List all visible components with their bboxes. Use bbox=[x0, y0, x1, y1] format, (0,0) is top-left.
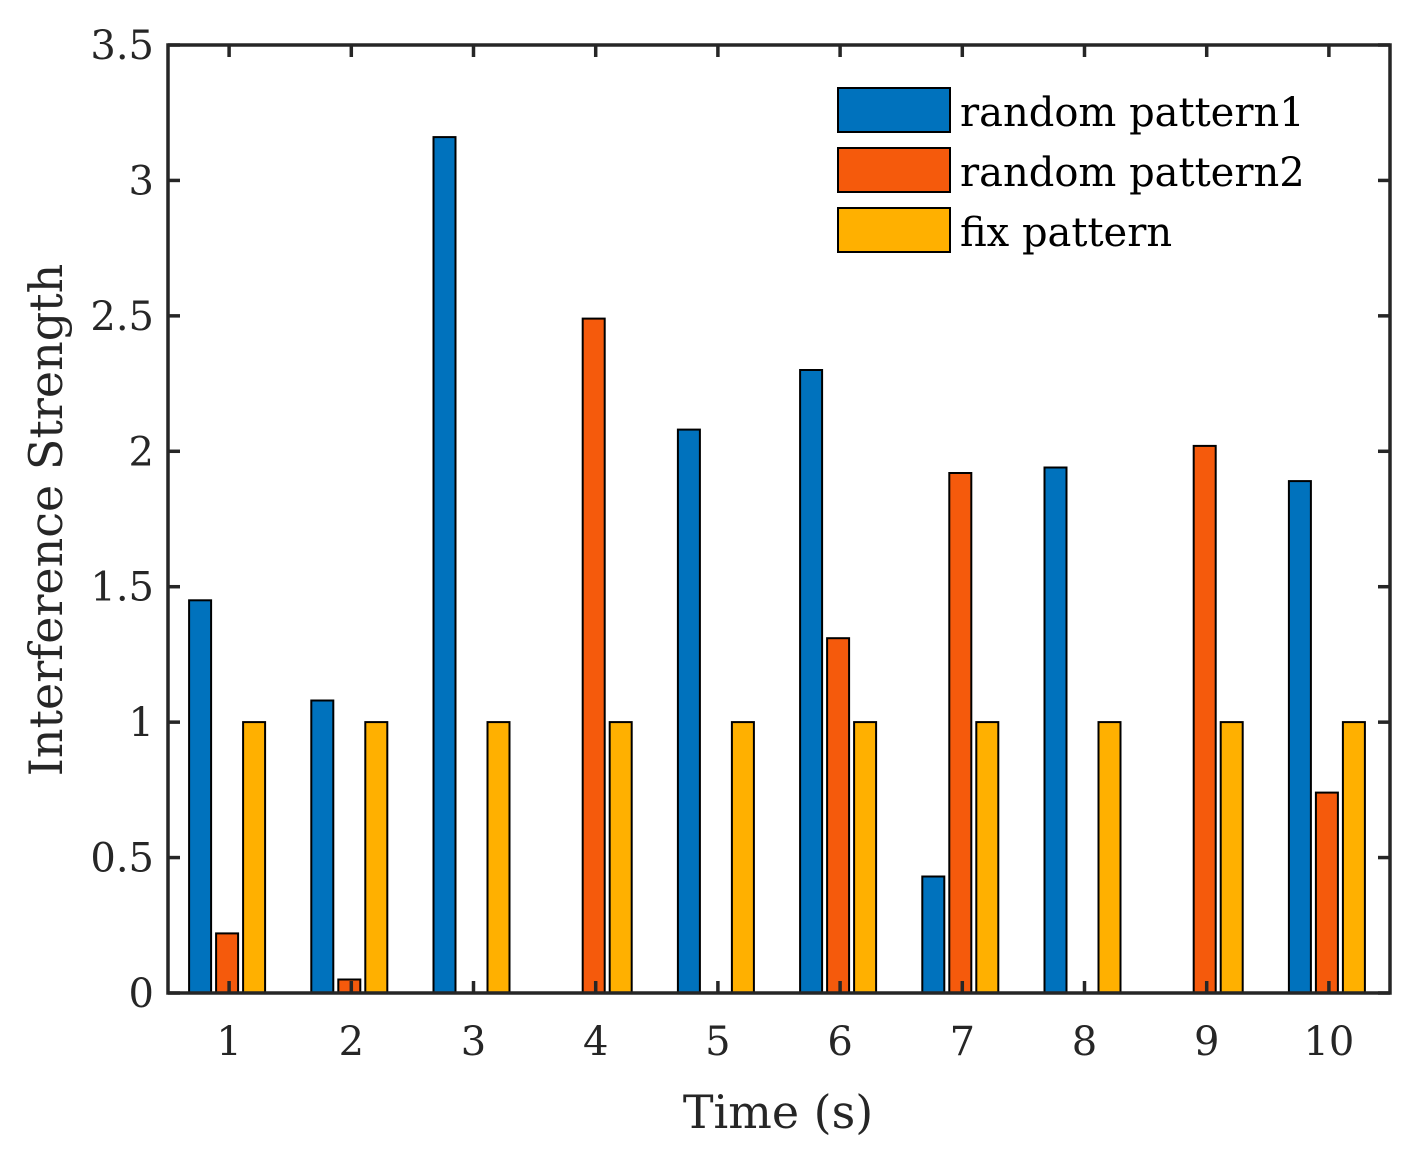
bar-2-7 bbox=[948, 472, 973, 994]
legend-swatch-3 bbox=[837, 207, 951, 253]
bar-3-3 bbox=[486, 721, 511, 994]
x-tick-label: 5 bbox=[705, 1019, 730, 1065]
y-tick-label: 2 bbox=[129, 429, 154, 475]
y-axis-title: Interference Strength bbox=[19, 264, 73, 777]
bar-1-5 bbox=[676, 428, 701, 995]
legend-label-2: random pattern2 bbox=[960, 150, 1305, 196]
y-tick-label: 0.5 bbox=[90, 836, 154, 882]
bar-3-4 bbox=[608, 721, 633, 994]
bar-2-1 bbox=[215, 932, 240, 995]
y-tick-label: 1.5 bbox=[90, 565, 154, 611]
legend-label-1: random pattern1 bbox=[960, 90, 1305, 136]
bar-2-6 bbox=[826, 637, 851, 994]
x-tick-label: 7 bbox=[950, 1019, 975, 1065]
y-tick-label: 2.5 bbox=[90, 294, 154, 340]
bar-1-1 bbox=[188, 599, 213, 994]
x-axis-title: Time (s) bbox=[683, 1085, 873, 1139]
legend-swatch-2 bbox=[837, 147, 951, 193]
axes-layer: 0 0.5 1 1.5 2 2.5 3 3.5 1 2 3 4 5 6 7 8 9 10 bbox=[90, 23, 1392, 1065]
bar-3-8 bbox=[1097, 721, 1122, 994]
legend: random pattern1 random pattern2 fix patter… bbox=[837, 87, 1305, 256]
bars-layer bbox=[188, 136, 1366, 995]
y-tick-label: 0 bbox=[129, 971, 154, 1017]
x-tick-label: 3 bbox=[461, 1019, 486, 1065]
bar-1-8 bbox=[1043, 466, 1068, 994]
bar-2-2 bbox=[337, 978, 362, 994]
bar-3-9 bbox=[1219, 721, 1244, 994]
x-tick-label: 9 bbox=[1194, 1019, 1219, 1065]
bar-1-2 bbox=[310, 699, 335, 994]
bar-2-10 bbox=[1314, 791, 1339, 994]
bar-3-2 bbox=[364, 721, 389, 994]
bar-3-7 bbox=[975, 721, 1000, 994]
bar-3-1 bbox=[242, 721, 267, 994]
y-tick-label: 3.5 bbox=[90, 23, 154, 69]
x-tick-label: 6 bbox=[827, 1019, 852, 1065]
x-tick-label: 4 bbox=[583, 1019, 608, 1065]
bar-3-10 bbox=[1341, 721, 1366, 994]
bar-3-6 bbox=[853, 721, 878, 994]
x-tick-label: 10 bbox=[1303, 1019, 1354, 1065]
bar-2-4 bbox=[581, 317, 606, 995]
legend-label-3: fix pattern bbox=[960, 210, 1172, 256]
bar-1-3 bbox=[432, 136, 457, 995]
x-tick-label: 1 bbox=[216, 1019, 241, 1065]
y-tick-label: 1 bbox=[129, 700, 154, 746]
bar-3-5 bbox=[730, 721, 755, 994]
bar-1-7 bbox=[921, 875, 946, 994]
x-tick-label: 2 bbox=[339, 1019, 364, 1065]
bar-1-6 bbox=[799, 369, 824, 994]
y-tick-label: 3 bbox=[129, 158, 154, 204]
x-tick-label: 8 bbox=[1072, 1019, 1097, 1065]
bar-2-9 bbox=[1192, 444, 1217, 994]
legend-swatch-1 bbox=[837, 87, 951, 133]
bar-1-10 bbox=[1287, 480, 1312, 994]
plot-frame bbox=[166, 43, 1392, 995]
